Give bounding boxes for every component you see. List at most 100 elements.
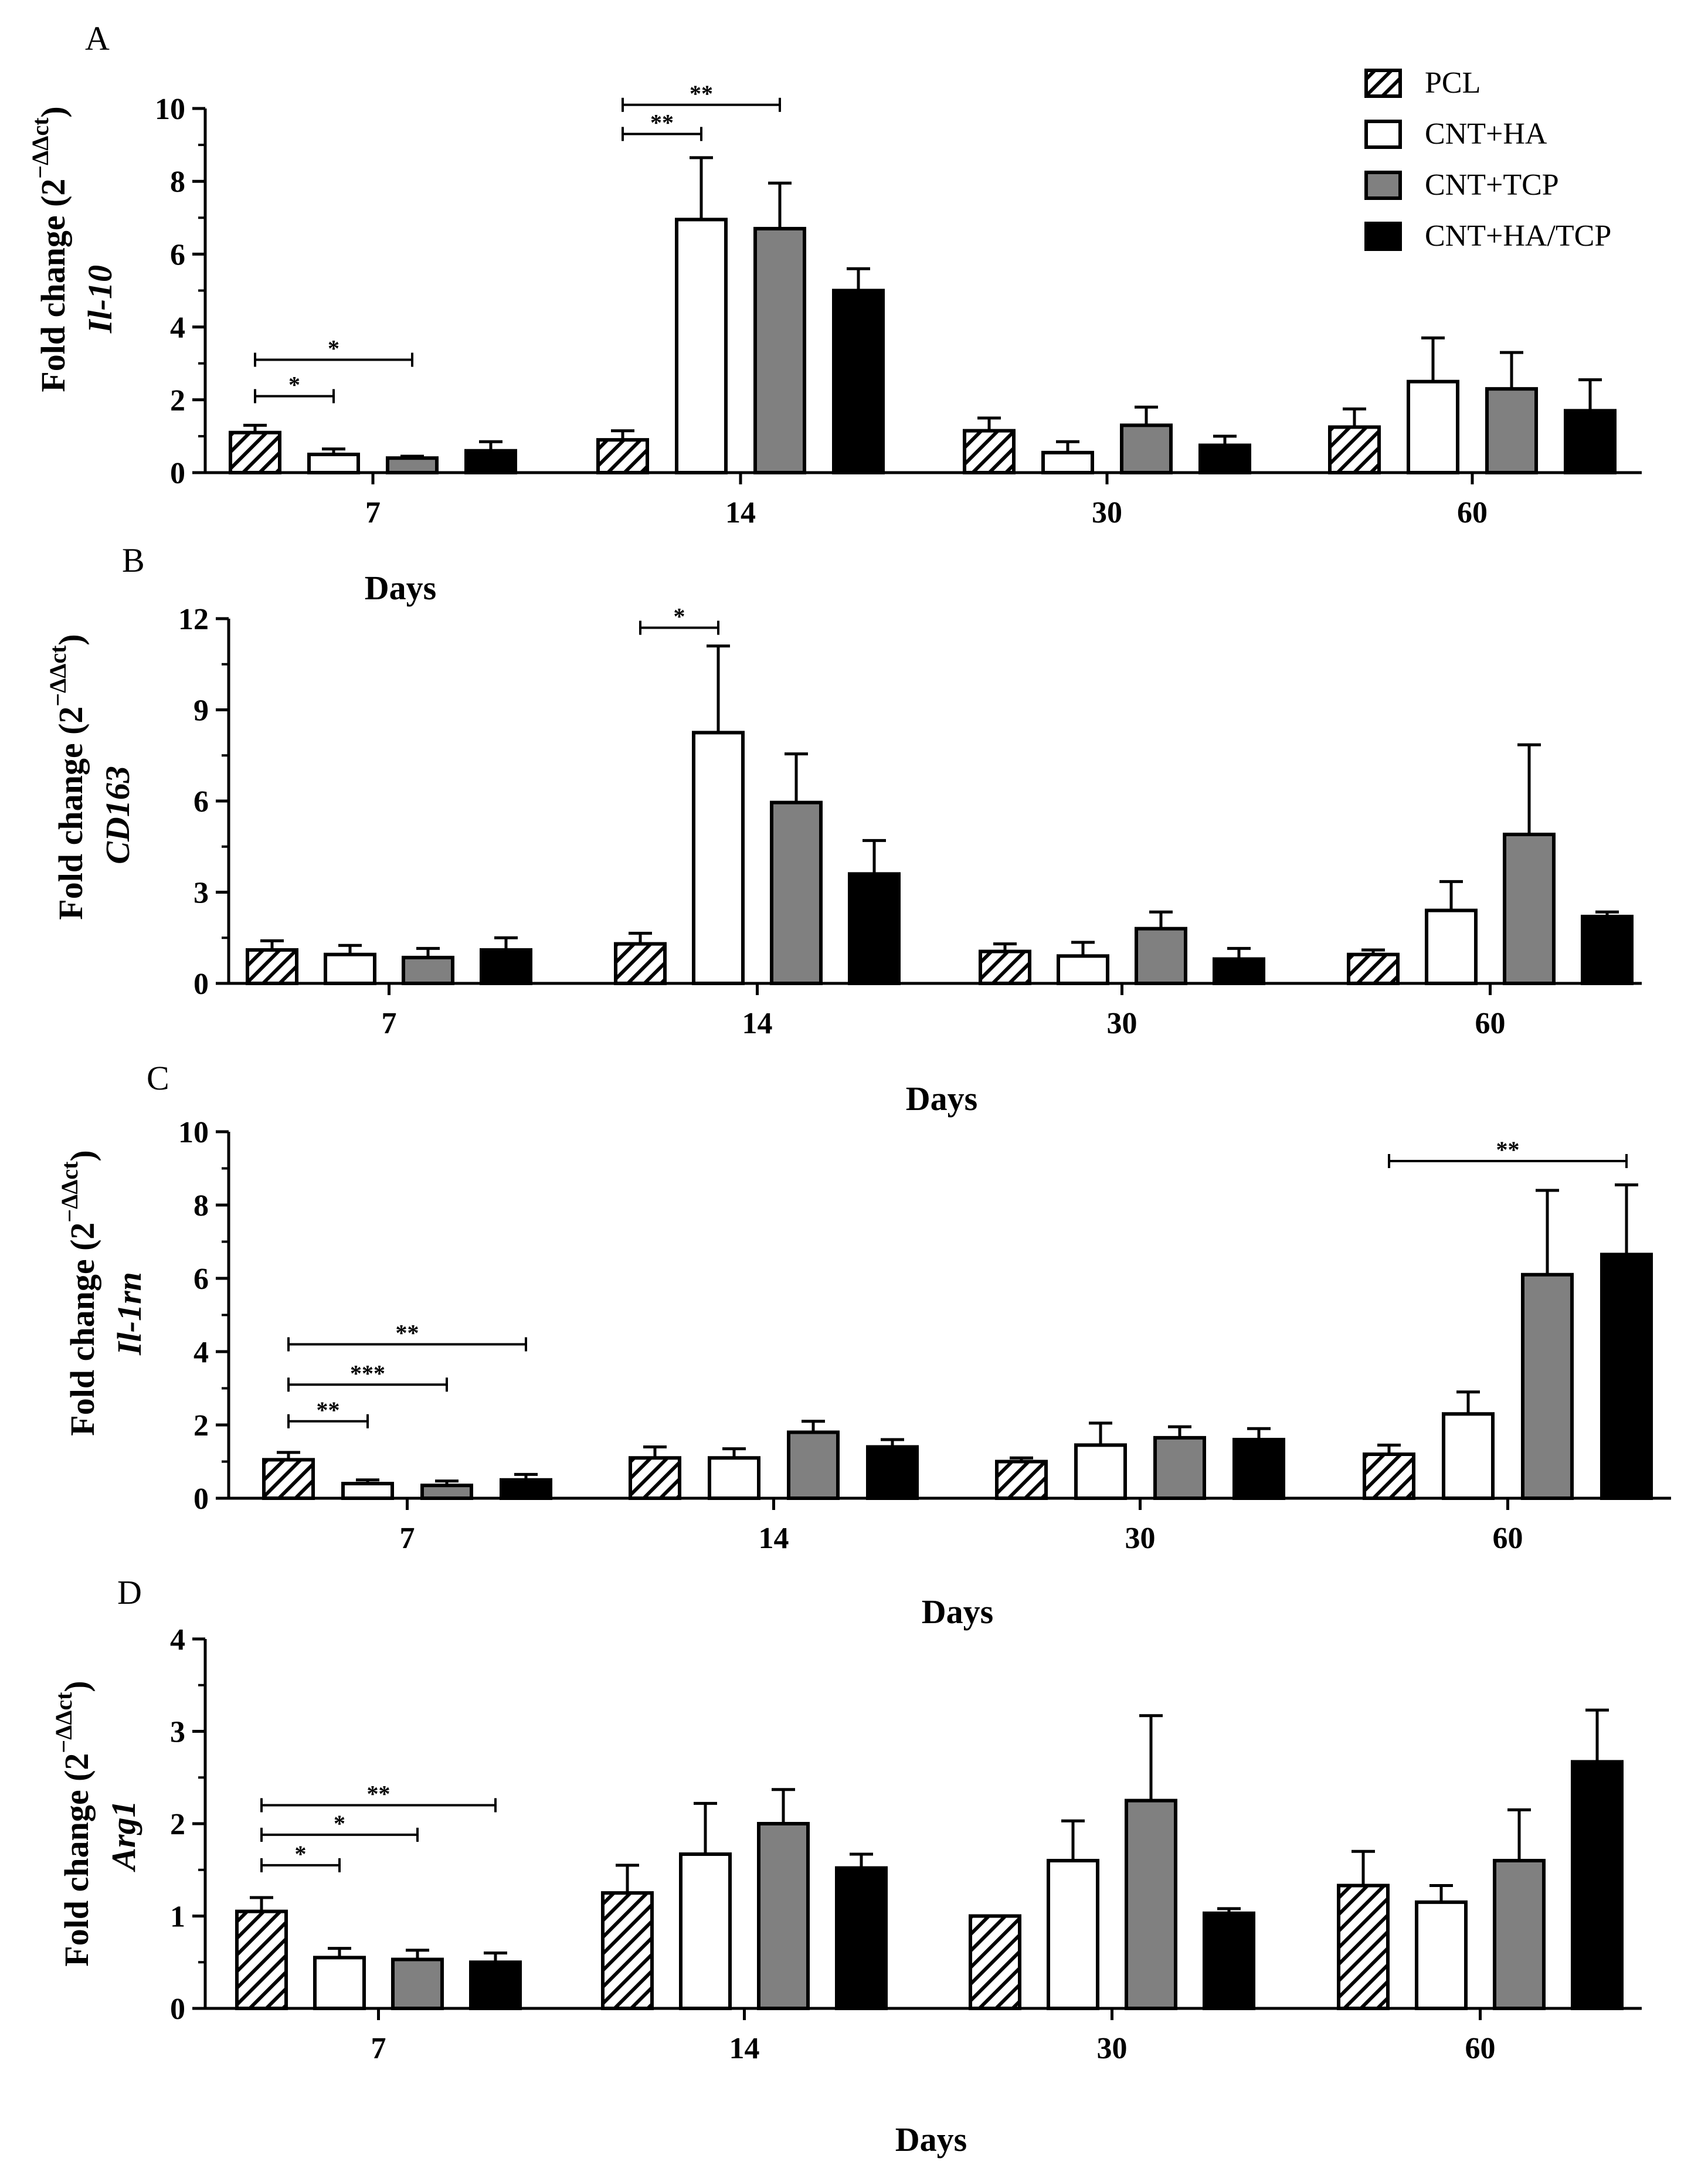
panel-d: D Days Fold change (2−ΔΔct) Arg1 0 1 2 3 4 7 1… — [50, 1573, 1642, 2159]
panel-letter: C — [147, 1059, 169, 1097]
y-axis-gene: Il-1rn — [110, 1272, 148, 1356]
y-tick-label: 0 — [170, 1993, 185, 2026]
bar-cnt-ha-tcp — [866, 1445, 919, 1500]
bar-cnt-tcp — [402, 955, 454, 985]
y-axis-title: Fold change (2−ΔΔct) — [45, 634, 90, 919]
bar-cnt-ha-tcp — [1198, 443, 1251, 474]
significance-label: ** — [367, 1781, 391, 1807]
x-axis-title: Days — [895, 2120, 967, 2159]
bar-cnt-ha-tcp — [1203, 1911, 1255, 2010]
bar-pcl — [1337, 1883, 1390, 2010]
bar-cnt-tcp — [1125, 1798, 1177, 2010]
panel-a: A Days Fold change (2−ΔΔct) Il-10 0 2 4 6 8 1… — [27, 19, 1642, 607]
x-tick-label: 14 — [759, 1522, 789, 1555]
y-axis-gene: Il-10 — [81, 265, 119, 334]
bar-cnt-ha — [1442, 1412, 1495, 1500]
bar-cnt-ha-tcp — [835, 1866, 888, 2011]
legend-swatch-cnt-tcp — [1364, 171, 1402, 200]
significance-label: * — [295, 1841, 307, 1867]
bar-pcl — [969, 1914, 1021, 2010]
bar-cnt-ha — [692, 731, 745, 985]
significance-label: ** — [690, 80, 713, 107]
bar-cnt-tcp — [1120, 423, 1173, 475]
y-tick-label: 8 — [170, 165, 185, 199]
bar-pcl — [596, 438, 649, 474]
bar-pcl — [995, 1460, 1048, 1500]
y-tick-label: 6 — [170, 238, 185, 272]
bar-cnt-tcp — [757, 1822, 810, 2010]
legend-swatch-cnt-ha — [1364, 120, 1402, 149]
bar-cnt-tcp — [770, 800, 823, 985]
x-tick-label: 7 — [371, 2032, 386, 2065]
bar-cnt-ha — [341, 1482, 394, 1500]
y-tick-label: 4 — [170, 1623, 185, 1657]
bar-cnt-tcp — [1485, 387, 1538, 474]
y-tick-label: 9 — [193, 694, 209, 728]
x-tick-label: 60 — [1457, 496, 1488, 530]
y-tick-label: 3 — [170, 1716, 185, 1749]
y-tick-label: 0 — [170, 457, 185, 490]
bar-pcl — [1347, 952, 1400, 985]
bar-cnt-ha — [1057, 954, 1109, 985]
bar-cnt-ha — [1407, 379, 1459, 474]
y-tick-label: 6 — [193, 785, 209, 819]
bar-pcl — [979, 949, 1031, 985]
y-tick-label: 2 — [193, 1409, 209, 1443]
bar-cnt-ha — [307, 452, 360, 475]
x-axis-title: Days — [922, 1593, 993, 1631]
bar-cnt-ha-tcp — [832, 289, 885, 474]
y-tick-label: 0 — [193, 968, 209, 1001]
y-tick-label: 8 — [193, 1189, 209, 1223]
y-tick-label: 2 — [170, 1808, 185, 1841]
bar-cnt-ha — [324, 952, 376, 985]
y-tick-label: 1 — [170, 1900, 185, 1934]
y-axis-title: Fold change (2−ΔΔct) — [56, 1150, 101, 1435]
plot-area: 0 3 6 9 12 7 14 30 60 * — [178, 603, 1642, 1040]
x-tick-label: 30 — [1097, 2032, 1128, 2065]
x-tick-label: 7 — [365, 496, 381, 530]
bar-cnt-tcp — [386, 456, 439, 474]
x-tick-label: 14 — [742, 1007, 773, 1040]
bar-cnt-ha — [1425, 908, 1478, 985]
bar-cnt-ha-tcp — [1571, 1760, 1624, 2011]
bar-cnt-ha — [1047, 1859, 1099, 2010]
bar-pcl — [629, 1456, 681, 1500]
y-tick-label: 3 — [193, 877, 209, 910]
bar-cnt-ha — [708, 1456, 760, 1500]
legend-swatch-cnt-ha-tcp — [1364, 222, 1402, 251]
x-tick-label: 30 — [1107, 1007, 1137, 1040]
bar-pcl — [262, 1458, 315, 1500]
bar-cnt-ha — [1415, 1900, 1468, 2010]
bar-cnt-ha — [679, 1852, 732, 2011]
bar-cnt-tcp — [1521, 1272, 1574, 1500]
bar-pcl — [614, 942, 667, 986]
bar-pcl — [229, 430, 281, 474]
panel-letter: B — [122, 541, 145, 579]
x-tick-label: 30 — [1092, 496, 1122, 530]
bar-pcl — [601, 1891, 654, 2010]
significance-label: * — [674, 603, 685, 630]
y-tick-label: 10 — [178, 1116, 209, 1149]
x-tick-label: 60 — [1465, 2032, 1496, 2065]
significance-label: * — [288, 372, 300, 398]
significance-label: ** — [1496, 1136, 1520, 1163]
significance-label: ** — [317, 1397, 340, 1423]
y-tick-label: 12 — [178, 603, 209, 636]
bar-cnt-ha-tcp — [1600, 1253, 1653, 1500]
x-tick-label: 60 — [1475, 1007, 1506, 1040]
panel-letter: A — [85, 19, 110, 57]
y-tick-label: 4 — [170, 311, 185, 345]
bar-pcl — [246, 948, 298, 985]
legend-label: CNT+TCP — [1425, 168, 1559, 202]
y-tick-label: 10 — [155, 93, 185, 126]
x-tick-label: 30 — [1125, 1522, 1156, 1555]
y-axis-title: Fold change (2−ΔΔct) — [27, 106, 72, 392]
bar-cnt-ha-tcp — [1564, 409, 1617, 474]
y-tick-label: 6 — [193, 1263, 209, 1296]
panel-letter: D — [117, 1573, 142, 1611]
y-axis-gene: Arg1 — [104, 1800, 142, 1872]
bar-pcl — [963, 429, 1016, 475]
